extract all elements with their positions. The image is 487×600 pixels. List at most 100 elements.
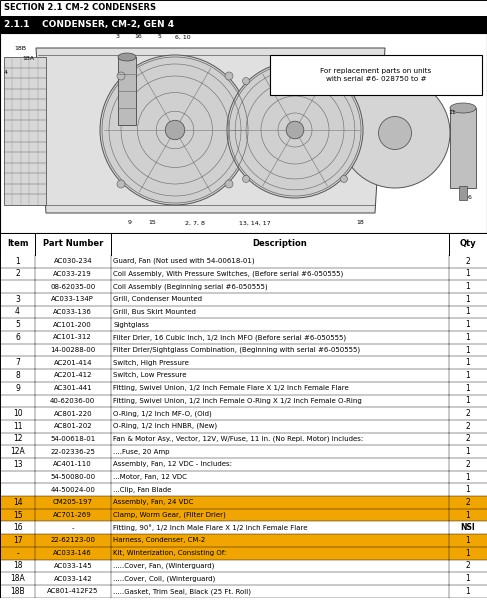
Text: 13: 13 bbox=[13, 460, 22, 469]
Circle shape bbox=[340, 77, 347, 85]
Text: 6, 10: 6, 10 bbox=[175, 34, 191, 40]
Text: AC801-220: AC801-220 bbox=[54, 410, 92, 416]
Text: Kit, Winterization, Consisting Of:: Kit, Winterization, Consisting Of: bbox=[113, 550, 227, 556]
Text: Filter Drier/Sightglass Combination, (Beginning with serial #6-050555): Filter Drier/Sightglass Combination, (Be… bbox=[113, 347, 360, 353]
Text: 1: 1 bbox=[466, 587, 470, 596]
Text: AC033-134P: AC033-134P bbox=[51, 296, 94, 302]
Text: Guard, Fan (Not used with 54-00618-01): Guard, Fan (Not used with 54-00618-01) bbox=[113, 258, 255, 265]
Text: 18A: 18A bbox=[10, 574, 25, 583]
Text: 2, 7, 8: 2, 7, 8 bbox=[185, 220, 205, 226]
Text: CM205-197: CM205-197 bbox=[53, 499, 93, 505]
Text: AC101-200: AC101-200 bbox=[54, 322, 92, 328]
Text: 2: 2 bbox=[466, 434, 470, 443]
Bar bbox=[0, 509, 487, 521]
Circle shape bbox=[243, 77, 249, 85]
Text: AC801-202: AC801-202 bbox=[54, 423, 92, 429]
Text: 1: 1 bbox=[466, 536, 470, 545]
Text: 1: 1 bbox=[466, 295, 470, 304]
Text: 6: 6 bbox=[15, 333, 20, 342]
Text: Grill, Condenser Mounted: Grill, Condenser Mounted bbox=[113, 296, 203, 302]
Text: 1: 1 bbox=[466, 511, 470, 520]
Bar bbox=[0, 356, 487, 369]
Text: Clamp, Worm Gear, (Filter Drier): Clamp, Worm Gear, (Filter Drier) bbox=[113, 512, 226, 518]
Text: 1: 1 bbox=[466, 383, 470, 392]
Text: 18: 18 bbox=[356, 220, 364, 226]
Text: 3: 3 bbox=[116, 34, 120, 40]
Bar bbox=[0, 433, 487, 445]
Text: AC030-234: AC030-234 bbox=[54, 258, 92, 264]
Circle shape bbox=[225, 72, 233, 80]
Bar bbox=[459, 186, 467, 200]
Text: -: - bbox=[72, 525, 74, 531]
Bar bbox=[118, 57, 136, 125]
Text: NSI: NSI bbox=[461, 523, 475, 532]
Text: AC301-441: AC301-441 bbox=[54, 385, 92, 391]
Text: 18: 18 bbox=[13, 562, 22, 571]
Text: 44-50024-00: 44-50024-00 bbox=[50, 487, 95, 493]
Bar bbox=[4, 57, 46, 205]
Text: 15: 15 bbox=[148, 220, 156, 226]
Circle shape bbox=[340, 175, 347, 182]
Text: 1: 1 bbox=[466, 574, 470, 583]
Bar bbox=[0, 268, 487, 280]
Bar bbox=[0, 395, 487, 407]
Bar bbox=[0, 560, 487, 572]
Text: 18B: 18B bbox=[14, 46, 26, 50]
Text: 1: 1 bbox=[466, 447, 470, 456]
Text: ....Fuse, 20 Amp: ....Fuse, 20 Amp bbox=[113, 449, 170, 455]
Text: 10: 10 bbox=[13, 409, 22, 418]
Bar bbox=[0, 521, 487, 534]
Text: Fitting, Swivel Union, 1/2 Inch Female Flare X 1/2 Inch Female Flare: Fitting, Swivel Union, 1/2 Inch Female F… bbox=[113, 385, 349, 391]
Circle shape bbox=[243, 175, 249, 182]
Bar bbox=[0, 382, 487, 395]
Text: 1: 1 bbox=[466, 269, 470, 278]
Text: O-Ring, 1/2 Inch MF-O, (Old): O-Ring, 1/2 Inch MF-O, (Old) bbox=[113, 410, 212, 417]
Text: Grill, Bus Skirt Mounted: Grill, Bus Skirt Mounted bbox=[113, 309, 196, 315]
Bar bbox=[0, 319, 487, 331]
Text: AC033-136: AC033-136 bbox=[54, 309, 92, 315]
Text: .....Cover, Fan, (Winterguard): .....Cover, Fan, (Winterguard) bbox=[113, 563, 215, 569]
Circle shape bbox=[225, 180, 233, 188]
Text: 2: 2 bbox=[466, 409, 470, 418]
Text: 5: 5 bbox=[158, 34, 162, 40]
Bar bbox=[0, 534, 487, 547]
Text: -: - bbox=[16, 548, 19, 557]
Circle shape bbox=[378, 116, 412, 149]
Text: .....Cover, Coil, (Winterguard): .....Cover, Coil, (Winterguard) bbox=[113, 575, 216, 582]
Bar bbox=[0, 305, 487, 319]
Bar bbox=[0, 344, 487, 356]
Text: 3: 3 bbox=[15, 295, 20, 304]
Text: 40-62036-00: 40-62036-00 bbox=[50, 398, 95, 404]
Text: 18A: 18A bbox=[22, 55, 34, 61]
Text: 2: 2 bbox=[466, 257, 470, 266]
Text: AC033-146: AC033-146 bbox=[54, 550, 92, 556]
Circle shape bbox=[117, 72, 125, 80]
Bar bbox=[0, 255, 487, 268]
Text: AC801-412F25: AC801-412F25 bbox=[47, 588, 98, 594]
Text: 2: 2 bbox=[466, 460, 470, 469]
Text: 1: 1 bbox=[466, 548, 470, 557]
Bar bbox=[0, 458, 487, 470]
Bar bbox=[0, 572, 487, 585]
Text: Fitting, Swivel Union, 1/2 Inch Female O-Ring X 1/2 Inch Female O-Ring: Fitting, Swivel Union, 1/2 Inch Female O… bbox=[113, 398, 362, 404]
Text: 54-50080-00: 54-50080-00 bbox=[50, 474, 95, 480]
Text: 4: 4 bbox=[4, 70, 8, 76]
Ellipse shape bbox=[118, 53, 136, 61]
Bar bbox=[0, 445, 487, 458]
Text: AC033-145: AC033-145 bbox=[54, 563, 92, 569]
Text: 1: 1 bbox=[15, 257, 20, 266]
Bar bbox=[0, 233, 487, 255]
Text: .....Gasket, Trim Seal, Black (25 Ft. Roll): .....Gasket, Trim Seal, Black (25 Ft. Ro… bbox=[113, 588, 251, 595]
Text: Fan & Motor Asy., Vector, 12V, W/Fuse, 11 In. (No Repl. Motor) Includes:: Fan & Motor Asy., Vector, 12V, W/Fuse, 1… bbox=[113, 436, 364, 442]
Text: Item: Item bbox=[7, 239, 28, 248]
Text: Fitting, 90°, 1/2 Inch Male Flare X 1/2 Inch Female Flare: Fitting, 90°, 1/2 Inch Male Flare X 1/2 … bbox=[113, 524, 308, 531]
Text: ...Clip, Fan Blade: ...Clip, Fan Blade bbox=[113, 487, 172, 493]
Bar bbox=[0, 331, 487, 344]
Circle shape bbox=[227, 62, 363, 198]
Text: 1: 1 bbox=[466, 473, 470, 482]
Text: 12: 12 bbox=[13, 434, 22, 443]
Bar bbox=[0, 280, 487, 293]
Bar bbox=[270, 55, 482, 95]
Text: Description: Description bbox=[252, 239, 307, 248]
Text: Coil Assembly, With Pressure Switches, (Before serial #6-050555): Coil Assembly, With Pressure Switches, (… bbox=[113, 271, 344, 277]
